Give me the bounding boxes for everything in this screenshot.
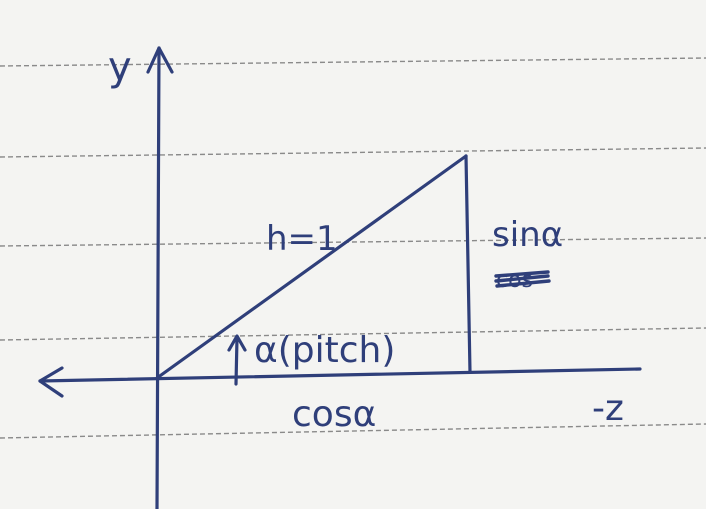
y-axis-label: y — [108, 44, 132, 90]
ruled-line — [0, 237, 706, 247]
y-axis-line — [155, 46, 161, 509]
cross-out-scribble — [494, 270, 551, 288]
angle-arrowhead — [227, 334, 247, 352]
opposite-side-line — [464, 154, 472, 374]
ruled-line — [0, 327, 706, 341]
crossed-out-label: cos — [496, 268, 533, 293]
ruled-line — [0, 57, 706, 67]
ruled-line — [0, 147, 706, 158]
adjacent-side-label: cosα — [292, 394, 376, 435]
angle-label: α(pitch) — [254, 330, 395, 371]
x-axis-label: -z — [592, 388, 624, 429]
x-axis-arrowhead — [38, 366, 64, 398]
ruled-lines — [0, 57, 706, 439]
opposite-side-label: sinα — [492, 215, 563, 255]
x-axis-line — [38, 367, 642, 383]
y-axis-arrowhead — [146, 46, 174, 74]
ruled-line — [0, 423, 706, 439]
hypotenuse-line — [155, 154, 468, 380]
hypotenuse-label: h=1 — [266, 219, 338, 259]
angle-arrow-shaft — [234, 336, 239, 386]
